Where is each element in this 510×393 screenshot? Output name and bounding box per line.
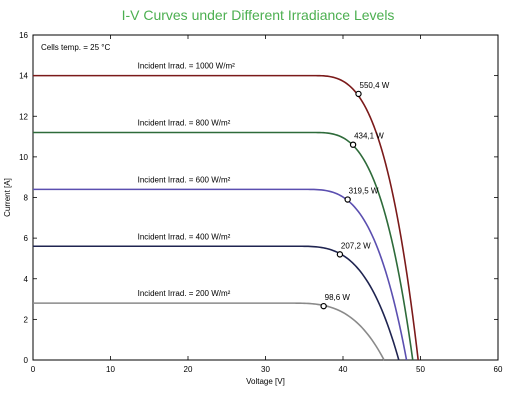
series-label: Incident Irrad. = 800 W/m²: [138, 119, 231, 128]
x-tick-label: 10: [106, 365, 115, 374]
x-tick-label: 20: [184, 365, 193, 374]
x-tick-label: 50: [416, 365, 425, 374]
plot-area: 0 10 20 30 40 50 60 0 2 4 6 8 10 12 14 16 Voltage [V] Cur…: [3, 31, 503, 386]
series-label: Incident Irrad. = 1000 W/m²: [138, 62, 235, 71]
y-tick-label: 16: [19, 31, 28, 40]
y-tick-label: 4: [24, 275, 29, 284]
cells-temp-annotation: Cells temp. = 25 °C: [41, 43, 110, 52]
chart-title: I-V Curves under Different Irradiance Le…: [122, 7, 395, 23]
y-tick-label: 14: [19, 72, 28, 81]
y-tick-label: 2: [24, 315, 29, 324]
y-tick-label: 12: [19, 112, 28, 121]
y-tick-label: 0: [24, 356, 29, 365]
mpp-marker: [349, 141, 357, 148]
x-tick-label: 30: [261, 365, 270, 374]
x-axis-label: Voltage [V]: [246, 377, 285, 386]
series-label: Incident Irrad. = 400 W/m²: [138, 232, 231, 241]
iv-curve-line: [33, 302, 385, 361]
mpp-marker: [336, 251, 344, 258]
iv-curve-line: [33, 188, 408, 361]
plot-frame: [32, 34, 499, 361]
iv-curve-line: [33, 74, 419, 361]
series-label: Incident Irrad. = 200 W/m²: [138, 289, 231, 298]
mpp-power-label: 98,6 W: [325, 293, 351, 302]
mpp-power-label: 434,1 W: [354, 132, 384, 141]
y-tick-label: 10: [19, 153, 28, 162]
y-tick-label: 6: [24, 234, 29, 243]
y-tick-label: 8: [24, 194, 29, 203]
mpp-marker: [320, 302, 327, 310]
mpp-marker: [344, 196, 351, 203]
x-tick-label: 60: [494, 365, 503, 374]
x-tick-label: 0: [31, 365, 36, 374]
mpp-power-label: 207,2 W: [341, 241, 371, 250]
x-tick-label: 40: [339, 365, 348, 374]
mpp-marker: [355, 90, 362, 98]
iv-curve-line: [33, 131, 414, 361]
mpp-power-label: 319,5 W: [349, 187, 379, 196]
y-axis-label: Current [A]: [3, 178, 12, 217]
mpp-power-label: 550,4 W: [360, 81, 390, 90]
series-label: Incident Irrad. = 600 W/m²: [138, 175, 231, 184]
